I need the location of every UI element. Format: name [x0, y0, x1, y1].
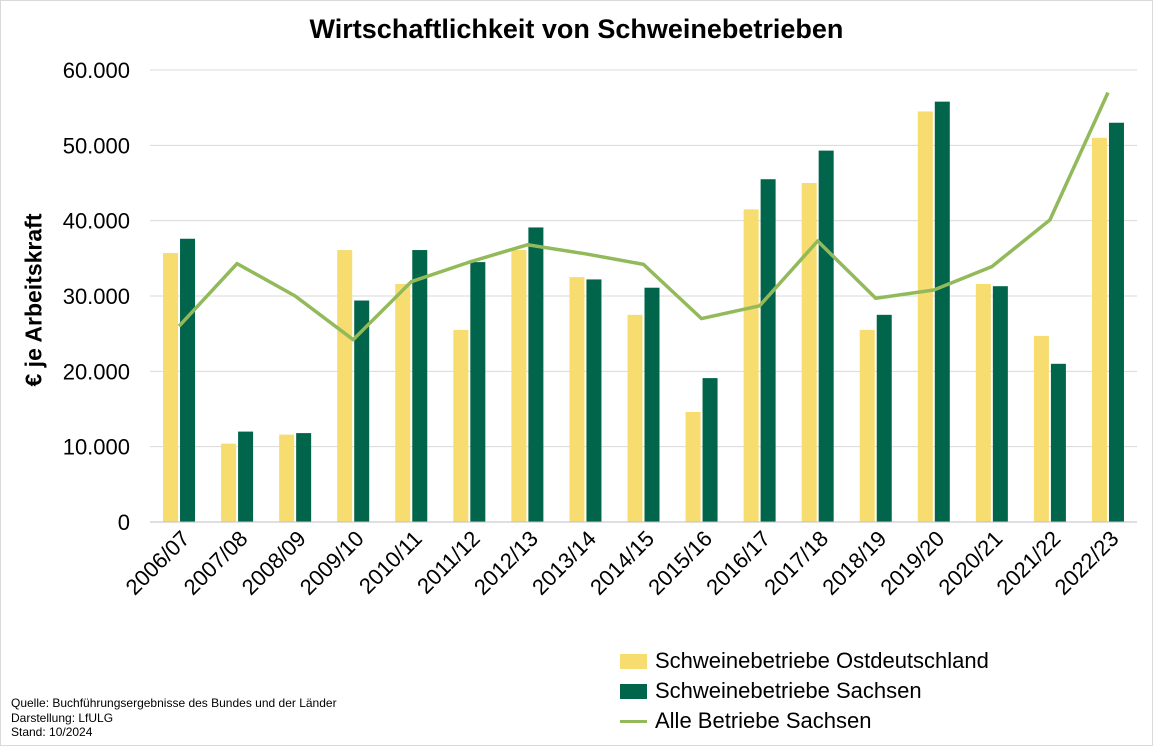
bar-sachsen: [412, 250, 428, 522]
bar-ostdeutschland: [221, 443, 237, 522]
legend-label-ostdeutschland: Schweinebetriebe Ostdeutschland: [655, 648, 989, 673]
bar-sachsen: [1050, 363, 1066, 522]
bar-sachsen: [818, 150, 834, 522]
x-tick-label: 2006/07: [121, 526, 195, 600]
bar-sachsen: [644, 287, 660, 522]
bar-ostdeutschland: [569, 277, 585, 522]
x-tick-label: 2016/17: [701, 526, 775, 600]
legend-swatch-sachsen: [620, 683, 647, 699]
legend-swatch-alle-betriebe: [620, 719, 647, 723]
bar-ostdeutschland: [917, 111, 933, 522]
bar-ostdeutschland: [453, 329, 469, 522]
bar-sachsen: [238, 431, 254, 522]
bar-sachsen: [992, 286, 1008, 522]
bar-ostdeutschland: [279, 434, 295, 522]
x-tick-label: 2021/22: [992, 526, 1066, 600]
bar-ostdeutschland: [1091, 137, 1107, 523]
y-tick-label: 20.000: [63, 359, 130, 384]
x-tick-label: 2013/14: [527, 526, 601, 600]
legend-item-alle-betriebe: Alle Betriebe Sachsen: [620, 708, 871, 734]
bar-sachsen: [528, 227, 544, 523]
y-tick-label: 60.000: [63, 58, 130, 83]
bar-ostdeutschland: [1033, 335, 1049, 522]
bar-ostdeutschland: [511, 250, 527, 522]
bar-sachsen: [1108, 122, 1124, 522]
x-tick-label: 2012/13: [469, 526, 543, 600]
legend-item-sachsen: Schweinebetriebe Sachsen: [620, 678, 922, 704]
legend-item-ostdeutschland: Schweinebetriebe Ostdeutschland: [620, 648, 989, 674]
bar-sachsen: [180, 238, 196, 522]
bar-sachsen: [586, 279, 602, 522]
x-tick-label: 2009/10: [295, 526, 369, 600]
bar-ostdeutschland: [163, 253, 179, 522]
x-tick-label: 2015/16: [643, 526, 717, 600]
bar-sachsen: [760, 179, 776, 522]
bar-sachsen: [934, 101, 950, 522]
bar-ostdeutschland: [395, 283, 411, 522]
source-note: Stand: 10/2024: [11, 725, 93, 739]
line-alle-betriebe-sachsen: [177, 91, 1110, 342]
x-tick-label: 2008/09: [237, 526, 311, 600]
bar-ostdeutschland: [685, 412, 701, 522]
bar-ostdeutschland: [337, 250, 353, 522]
bar-ostdeutschland: [801, 183, 817, 522]
source-note: Darstellung: LfULG: [11, 711, 114, 725]
bar-sachsen: [296, 433, 312, 522]
legend-label-alle-betriebe: Alle Betriebe Sachsen: [655, 708, 872, 733]
y-tick-label: 50.000: [63, 133, 130, 158]
y-tick-label: 30.000: [63, 284, 130, 309]
bar-ostdeutschland: [975, 283, 991, 522]
x-tick-label: 2019/20: [875, 526, 949, 600]
x-tick-label: 2018/19: [817, 526, 891, 600]
x-tick-label: 2020/21: [933, 526, 1007, 600]
x-tick-label: 2017/18: [759, 526, 833, 600]
bar-sachsen: [702, 378, 718, 522]
bar-sachsen: [354, 300, 370, 522]
y-tick-label: 0: [118, 510, 130, 535]
legend-swatch-ostdeutschland: [620, 653, 647, 669]
bar-ostdeutschland: [743, 209, 759, 522]
x-tick-label: 2022/23: [1050, 526, 1124, 600]
y-tick-label: 40.000: [63, 209, 130, 234]
source-note: Quelle: Buchführungsergebnisse des Bunde…: [11, 696, 337, 710]
bar-sachsen: [876, 314, 892, 522]
bar-ostdeutschland: [859, 329, 875, 522]
x-tick-label: 2014/15: [585, 526, 659, 600]
bar-ostdeutschland: [627, 314, 643, 522]
chart-title: Wirtschaftlichkeit von Schweinebetrieben: [309, 14, 844, 44]
legend-label-sachsen: Schweinebetriebe Sachsen: [655, 678, 922, 703]
x-tick-label: 2007/08: [179, 526, 253, 600]
bar-sachsen: [470, 262, 486, 522]
y-tick-label: 10.000: [63, 435, 130, 460]
x-tick-label: 2010/11: [354, 526, 427, 599]
